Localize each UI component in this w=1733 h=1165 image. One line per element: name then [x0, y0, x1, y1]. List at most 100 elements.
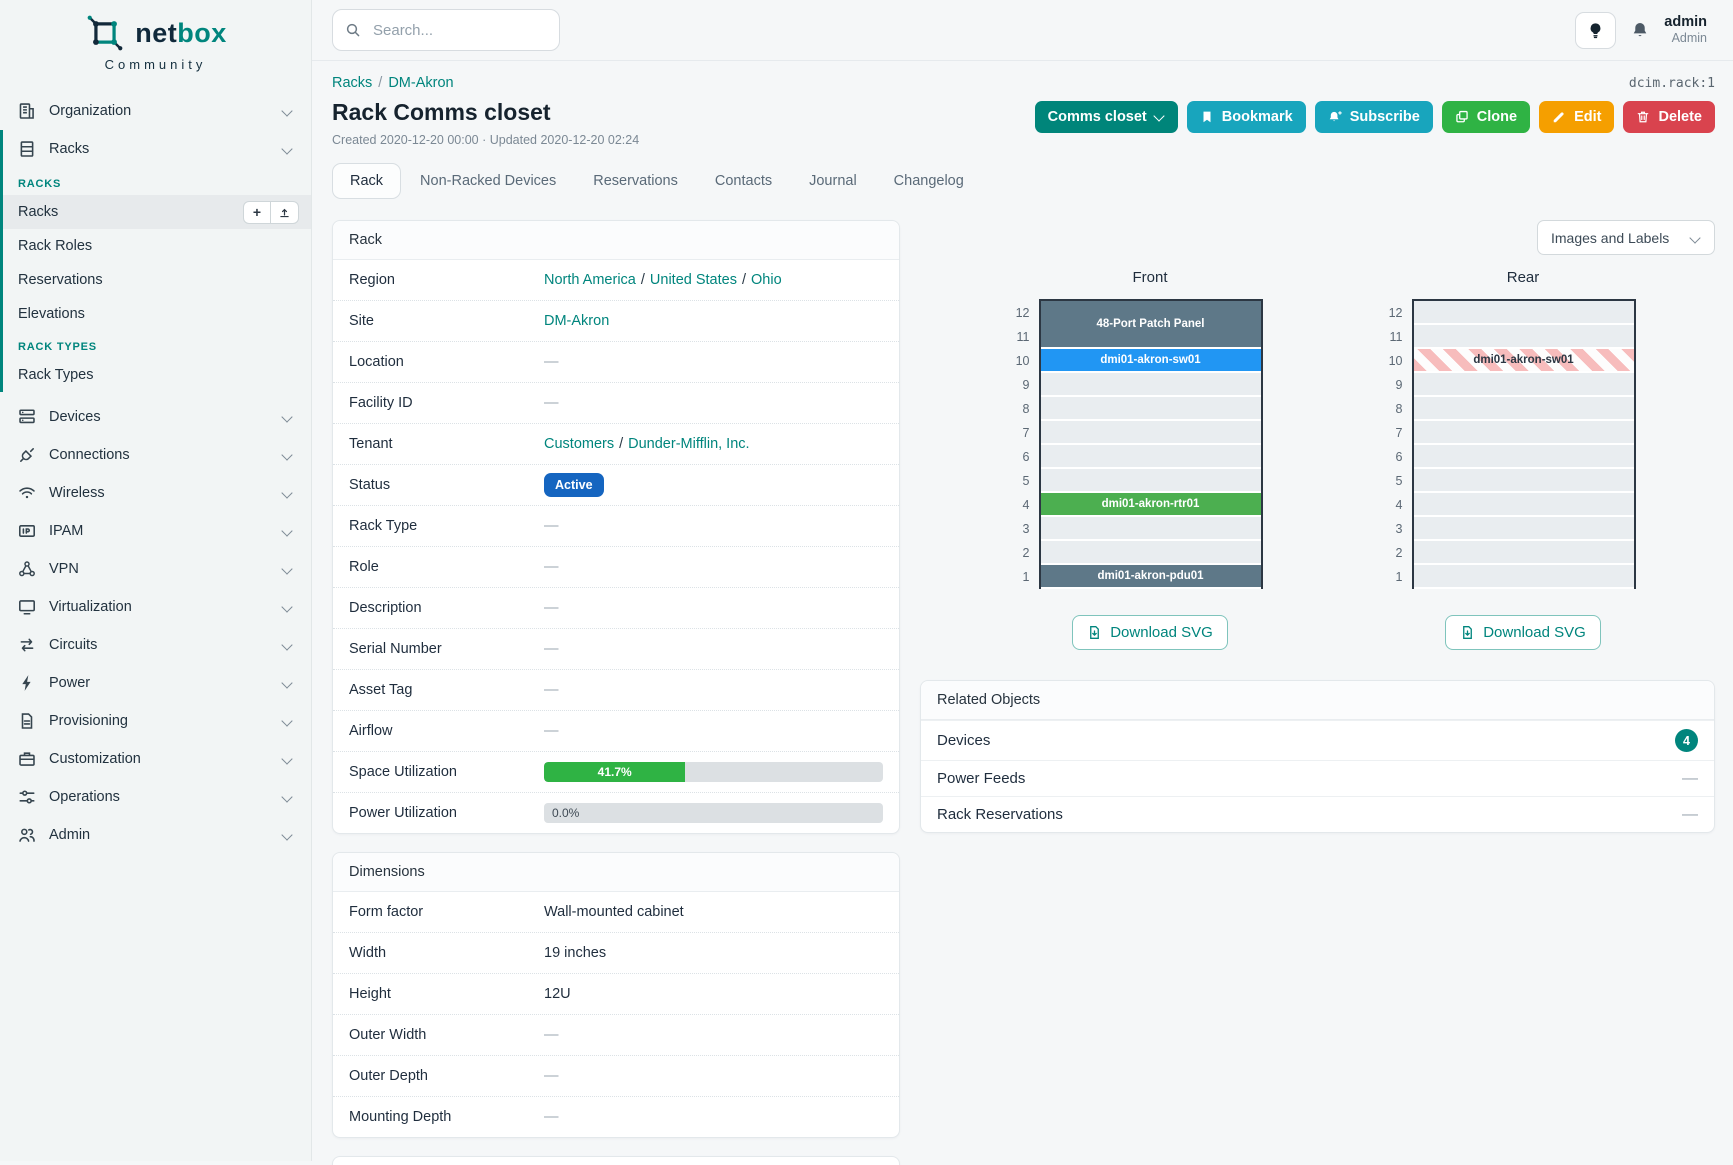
attr-value: 19 inches	[544, 945, 607, 961]
wifi-icon	[18, 484, 36, 502]
tab-contacts[interactable]: Contacts	[712, 163, 775, 199]
attr-row: Outer Width —	[333, 1014, 899, 1055]
rack-device[interactable]: dmi01-akron-rtr01	[1040, 493, 1261, 515]
theme-toggle-button[interactable]	[1575, 11, 1617, 49]
sidebar-item-label: Racks	[49, 141, 90, 157]
progress-label: 0.0%	[552, 806, 580, 820]
related-object-row[interactable]: Rack Reservations —	[921, 796, 1714, 832]
unit-number: 7	[1395, 426, 1403, 440]
user-menu[interactable]: admin Admin	[1664, 14, 1707, 46]
transfer-icon	[18, 636, 36, 654]
sidebar-item-admin[interactable]: Admin	[0, 816, 311, 854]
sidebar-item-vpn[interactable]: VPN	[0, 550, 311, 588]
related-object-link[interactable]: Rack Reservations	[937, 806, 1063, 823]
rear-elevation: Rear 12 11 10 9 8 7 6 5 4 3 2 1 dmi01-akron-sw01 Do…	[1373, 269, 1636, 650]
import-button[interactable]	[271, 200, 299, 224]
tab-rack[interactable]: Rack	[332, 163, 402, 199]
subscribe-button[interactable]: Subscribe	[1314, 101, 1433, 133]
sidebar-item-elevations[interactable]: Elevations	[3, 297, 311, 331]
sidebar-item-customization[interactable]: Customization	[0, 740, 311, 778]
empty-unit	[1040, 517, 1261, 541]
related-object-row[interactable]: Devices 4	[921, 720, 1714, 760]
attr-value: —	[544, 723, 559, 739]
sidebar-item-ipam[interactable]: IPAM	[0, 512, 311, 550]
building-icon	[18, 102, 36, 120]
unit-number: 8	[1395, 402, 1403, 416]
value-link[interactable]: United States	[649, 272, 737, 288]
sidebar-item-circuits[interactable]: Circuits	[0, 626, 311, 664]
count-badge[interactable]: 4	[1675, 729, 1698, 752]
related-object-row[interactable]: Power Feeds —	[921, 760, 1714, 796]
empty-unit	[1040, 469, 1261, 493]
sidebar-item-reservations[interactable]: Reservations	[3, 263, 311, 297]
notifications-button[interactable]	[1631, 21, 1649, 39]
sidebar-item-rack-types[interactable]: Rack Types	[3, 358, 311, 392]
value-link[interactable]: Customers	[544, 436, 615, 452]
add-button[interactable]: +	[243, 200, 271, 224]
sidebar-item-label: Circuits	[49, 637, 98, 653]
clone-button[interactable]: Clone	[1441, 101, 1531, 133]
rack-device[interactable]: 48-Port Patch Panel	[1040, 301, 1261, 347]
sidebar-item-virtualization[interactable]: Virtualization	[0, 588, 311, 626]
sidebar-item-power[interactable]: Power	[0, 664, 311, 702]
breadcrumb-link[interactable]: Racks	[332, 75, 373, 91]
user-role: Admin	[1671, 31, 1707, 46]
sidebar-item-organization[interactable]: Organization	[0, 92, 311, 130]
attr-row: Asset Tag —	[333, 669, 899, 710]
sidebar-item-label: Power	[49, 675, 91, 691]
attr-value: Active	[544, 473, 883, 497]
comms-closet-dropdown[interactable]: Comms closet	[1034, 101, 1178, 133]
attr-label: Description	[349, 600, 422, 616]
value-separator: /	[741, 272, 746, 288]
attr-row: Outer Depth —	[333, 1055, 899, 1096]
download-svg-button[interactable]: Download SVG	[1445, 615, 1601, 650]
sidebar-item-devices[interactable]: Devices	[0, 398, 311, 436]
tab-changelog[interactable]: Changelog	[891, 163, 967, 199]
sidebar-item-rack-roles[interactable]: Rack Roles	[3, 229, 311, 263]
value-link[interactable]: Dunder-Mifflin, Inc.	[628, 436, 750, 452]
elevation-title: Rear	[1506, 269, 1540, 286]
search-input[interactable]	[371, 20, 547, 40]
sidebar-item-racks[interactable]: Racks +	[3, 195, 311, 229]
sidebar-item-wireless[interactable]: Wireless	[0, 474, 311, 512]
edit-button[interactable]: Edit	[1539, 101, 1615, 133]
sidebar-item-connections[interactable]: Connections	[0, 436, 311, 474]
global-search	[332, 9, 560, 51]
sidebar-item-racks-parent[interactable]: Racks	[3, 130, 311, 168]
sidebar-item-operations[interactable]: Operations	[0, 778, 311, 816]
sidebar-item-provisioning[interactable]: Provisioning	[0, 702, 311, 740]
unit-number: 2	[1022, 546, 1030, 560]
sidebar-item-label: Provisioning	[49, 713, 128, 729]
breadcrumb-link[interactable]: DM-Akron	[388, 75, 454, 91]
chevron-down-icon	[281, 487, 293, 499]
unit-number: 3	[1022, 522, 1030, 536]
empty-unit	[1413, 469, 1634, 493]
unit-numbers: 12 11 10 9 8 7 6 5 4 3 2 1	[1373, 299, 1412, 589]
tab-journal[interactable]: Journal	[806, 163, 860, 199]
tab-reservations[interactable]: Reservations	[590, 163, 681, 199]
value-link[interactable]: DM-Akron	[544, 313, 610, 329]
related-object-link[interactable]: Power Feeds	[937, 770, 1026, 787]
chevron-down-icon	[1689, 231, 1701, 244]
empty-dash: —	[1682, 769, 1698, 787]
brand[interactable]: netbox Community	[0, 12, 311, 72]
download-svg-button[interactable]: Download SVG	[1072, 615, 1228, 650]
right-column: Images and Labels Front 12 11 10 9 8 7 6 5 4 3 2 1 …	[920, 220, 1715, 833]
unit-number: 5	[1395, 474, 1403, 488]
attr-row: Mounting Depth —	[333, 1096, 899, 1137]
chevron-down-icon	[281, 753, 293, 765]
value-link[interactable]: North America	[544, 272, 636, 288]
related-object-link[interactable]: Devices	[937, 732, 991, 749]
rack-device[interactable]: dmi01-akron-sw01	[1413, 349, 1634, 371]
top-right-controls: admin Admin	[1575, 11, 1707, 49]
tab-bar: Rack Non-Racked Devices Reservations Contac…	[332, 163, 1715, 199]
rack-device[interactable]: dmi01-akron-pdu01	[1040, 565, 1261, 587]
rack-device[interactable]: dmi01-akron-sw01	[1040, 349, 1261, 371]
tab-non-racked-devices[interactable]: Non-Racked Devices	[417, 163, 559, 199]
value-link[interactable]: Ohio	[751, 272, 782, 288]
elevation-display-select[interactable]: Images and Labels	[1537, 220, 1715, 255]
sidebar-expanded-group: Racks RACKS Racks + Rack Roles Reservations E…	[0, 130, 311, 392]
delete-button[interactable]: Delete	[1623, 101, 1715, 133]
unit-number: 12	[1388, 306, 1403, 320]
bookmark-button[interactable]: Bookmark	[1186, 101, 1306, 133]
